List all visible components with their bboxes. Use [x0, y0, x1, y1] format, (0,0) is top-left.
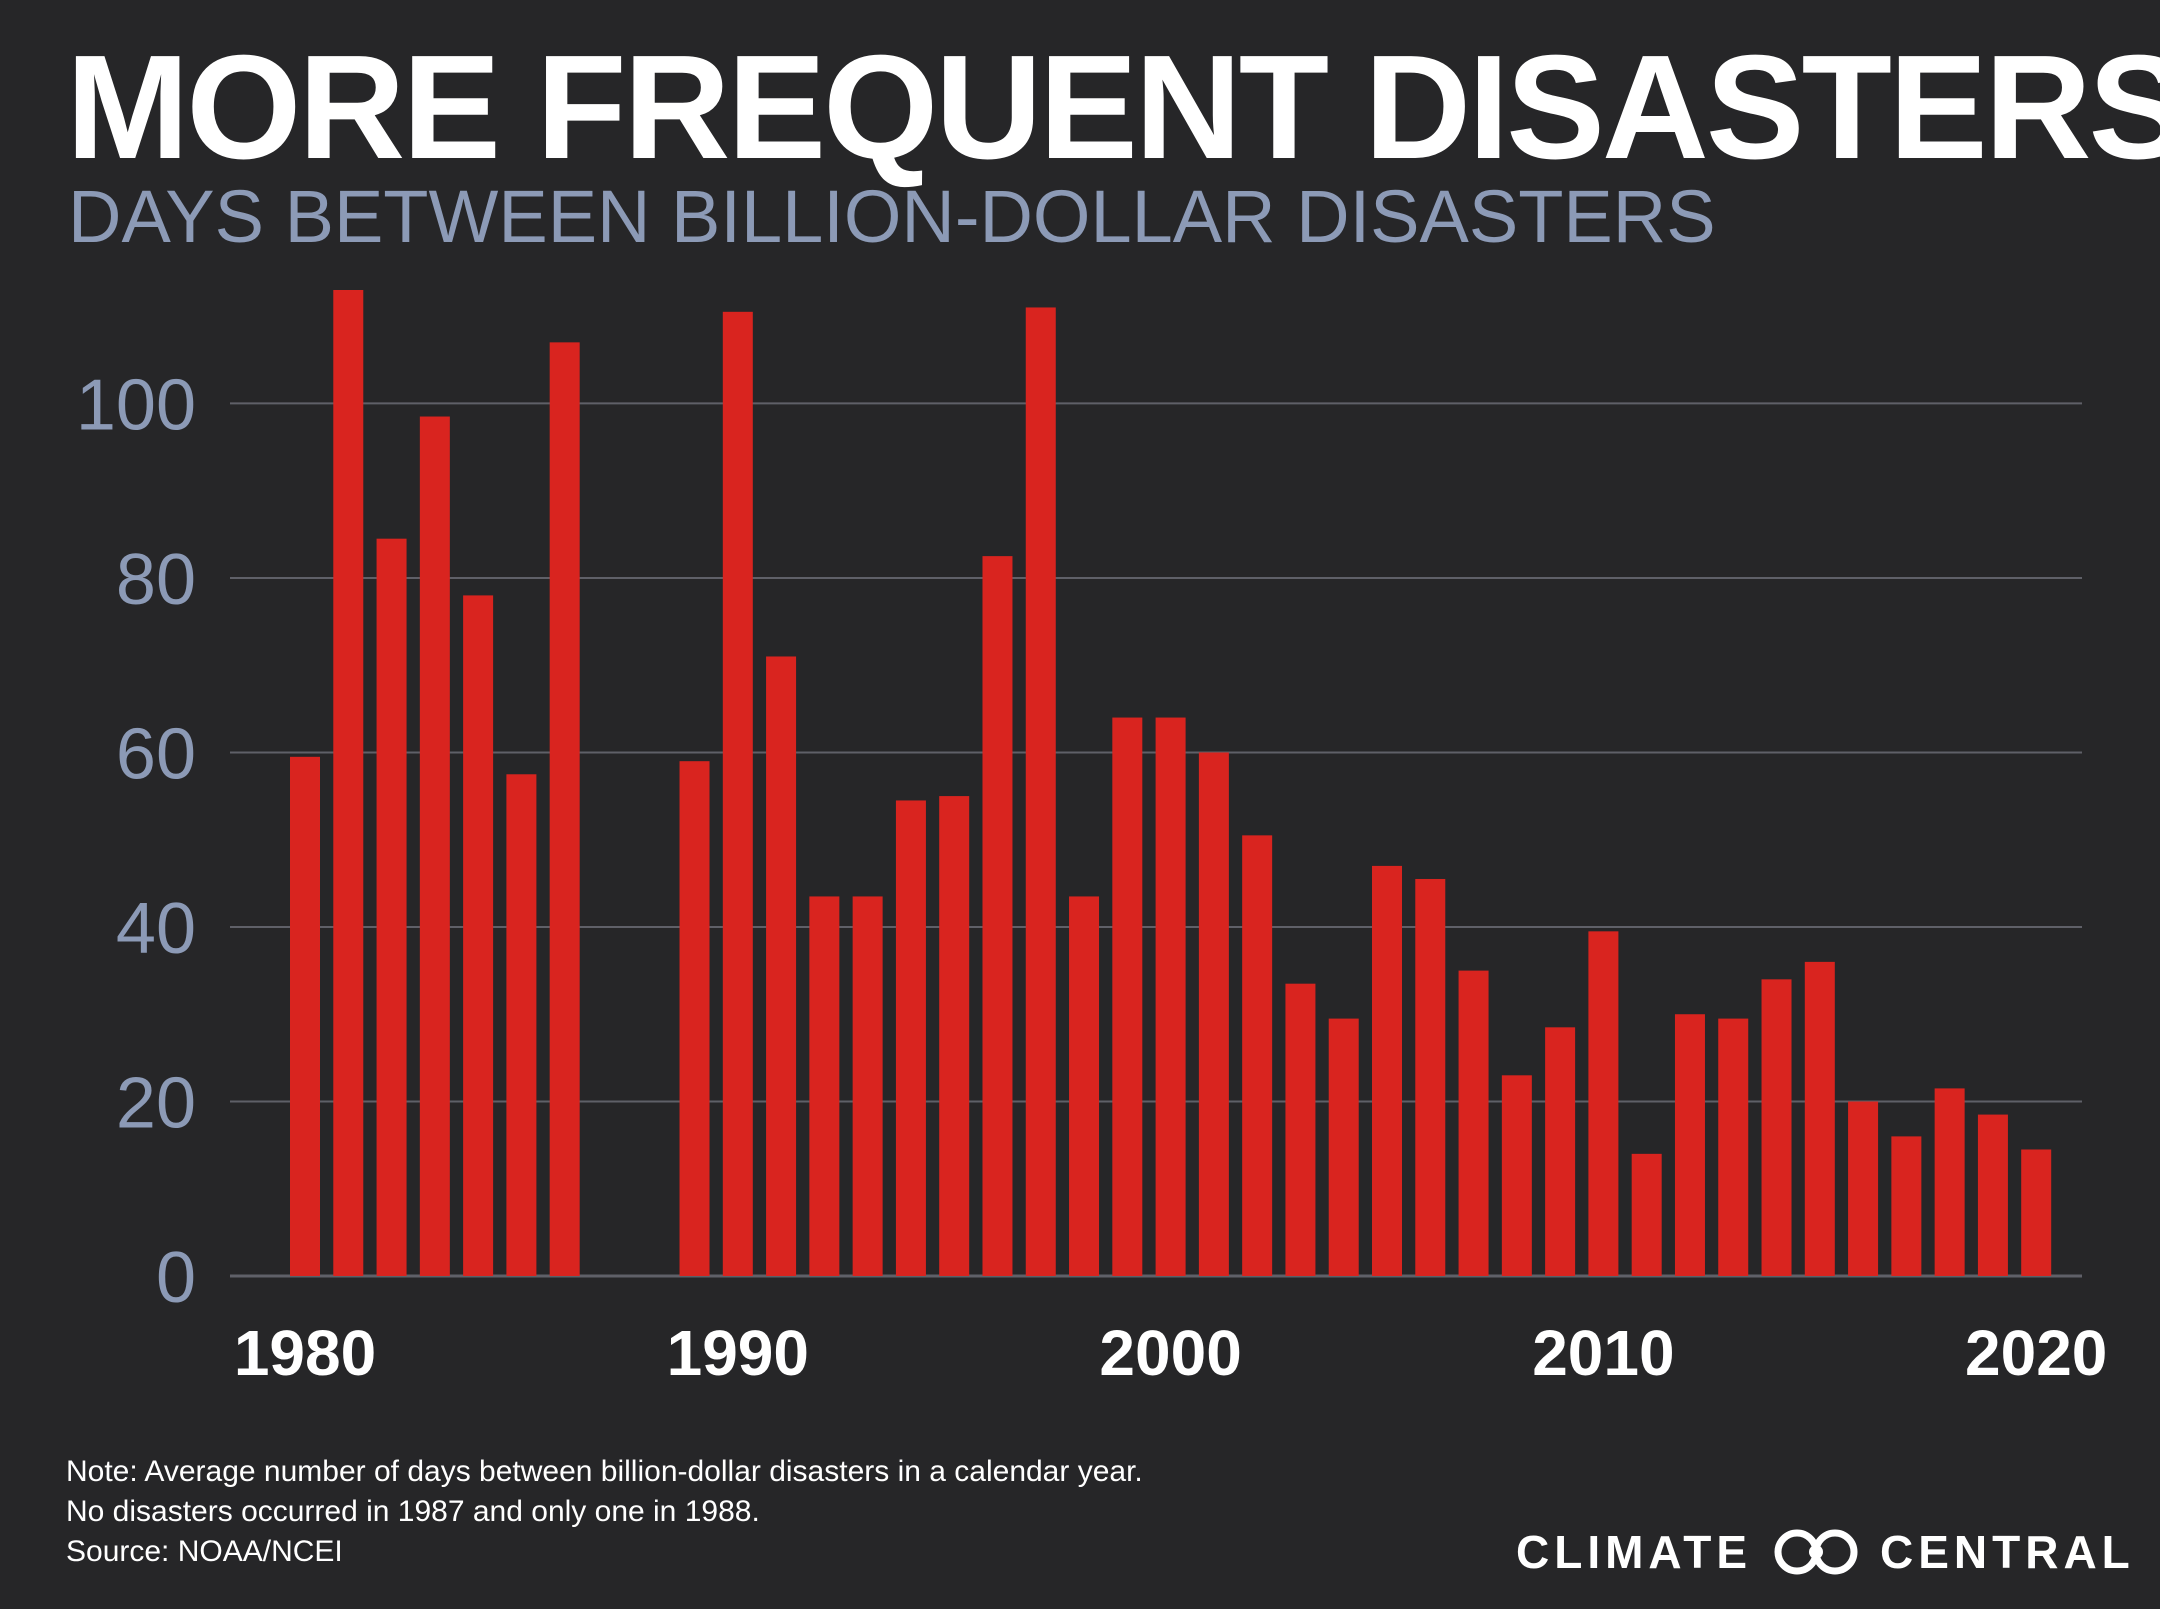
notes: Note: Average number of days between bil… [66, 1452, 1143, 1572]
brand-logo: CLIMATE CENTRAL [1516, 1524, 2135, 1580]
bar [1545, 1027, 1576, 1276]
bar [463, 595, 494, 1276]
bar [1155, 717, 1186, 1276]
climate-central-logo-icon [1774, 1529, 1858, 1575]
bar [419, 416, 450, 1277]
x-tick-label: 1980 [234, 1317, 376, 1389]
y-tick-label: 20 [116, 1063, 196, 1143]
source-line: Source: NOAA/NCEI [66, 1535, 343, 1568]
bar [1198, 752, 1229, 1276]
x-axis-ticks: 1980 1990 2000 2010 2020 [234, 1317, 2108, 1389]
bar [1112, 717, 1143, 1276]
bar [333, 290, 364, 1276]
bar [1977, 1114, 2008, 1276]
bar [290, 756, 320, 1276]
x-tick-label: 2010 [1532, 1317, 1674, 1389]
chart-title: MORE FREQUENT DISASTERS [66, 25, 2160, 190]
bar [1458, 970, 1489, 1276]
y-tick-label: 40 [116, 889, 196, 969]
bar [2021, 1149, 2052, 1276]
y-tick-label: 0 [156, 1238, 196, 1318]
bar [1025, 307, 1056, 1277]
bar [852, 896, 883, 1276]
bar [895, 800, 926, 1276]
bar [1328, 1018, 1359, 1276]
bar [766, 656, 797, 1276]
x-tick-label: 1990 [667, 1317, 809, 1389]
bar [1242, 835, 1273, 1276]
x-tick-label: 2020 [1965, 1317, 2107, 1389]
bar [1761, 979, 1792, 1276]
x-tick-label: 2000 [1099, 1317, 1241, 1389]
note-line: No disasters occurred in 1987 and only o… [66, 1495, 760, 1528]
bars [290, 290, 2052, 1277]
y-tick-label: 80 [116, 540, 196, 620]
note-line: Note: Average number of days between bil… [66, 1455, 1143, 1488]
bar [1631, 1153, 1662, 1276]
chart-subtitle: DAYS BETWEEN BILLION-DOLLAR DISASTERS [68, 175, 1716, 258]
bar [1804, 961, 1835, 1276]
bar [1285, 983, 1316, 1276]
brand-name-right: CENTRAL [1880, 1526, 2135, 1578]
brand-name-left: CLIMATE [1516, 1526, 1753, 1578]
bar [1891, 1136, 1922, 1276]
bar [1415, 878, 1446, 1276]
bar [1934, 1088, 1965, 1276]
bar [1848, 1101, 1879, 1276]
y-tick-label: 60 [116, 714, 196, 794]
y-axis-ticks: 0 20 40 60 80 100 [76, 365, 196, 1318]
bar [1674, 1014, 1705, 1276]
bar [376, 538, 407, 1276]
bar [809, 896, 840, 1276]
bar [1718, 1018, 1749, 1276]
bar [679, 761, 710, 1276]
bar [722, 311, 753, 1276]
bar [1501, 1075, 1532, 1276]
bar [549, 342, 580, 1276]
bar [982, 556, 1013, 1276]
bar [1588, 931, 1619, 1276]
y-tick-label: 100 [76, 365, 196, 445]
bar [1372, 865, 1402, 1276]
bar [506, 774, 537, 1276]
bar [939, 796, 970, 1276]
bar [1069, 896, 1100, 1276]
